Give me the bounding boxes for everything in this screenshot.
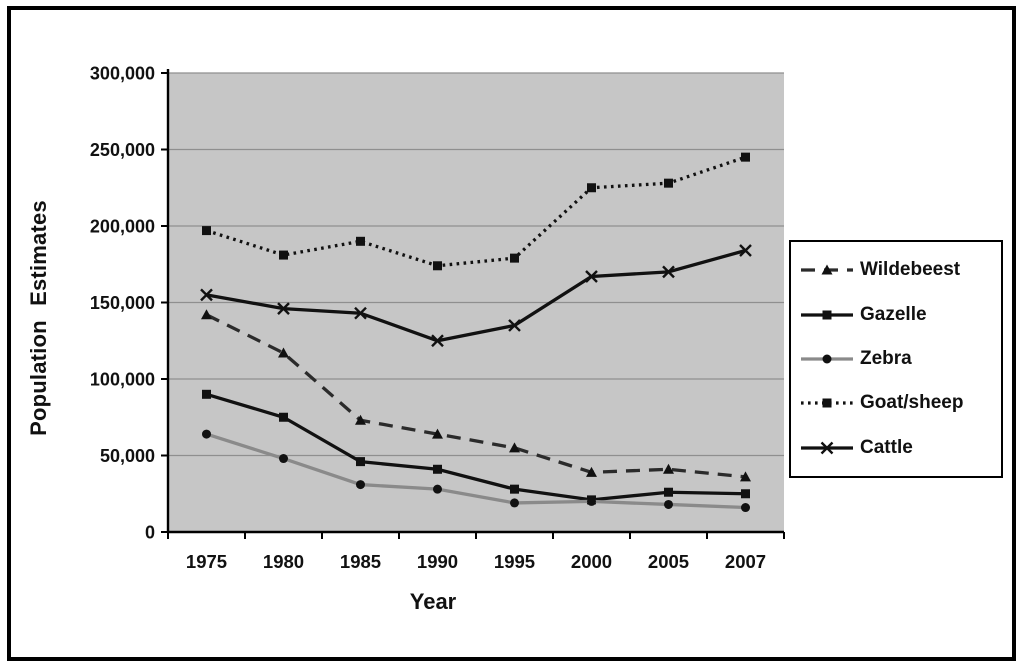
data-point-cattle xyxy=(508,319,521,332)
wildebeest-legend-marker xyxy=(801,264,853,275)
x-tick-label: 1995 xyxy=(494,551,535,572)
data-point-gazelle xyxy=(664,487,673,497)
data-point-goat-sheep xyxy=(741,152,750,162)
data-point-cattle xyxy=(739,244,752,257)
x-tick-label: 2000 xyxy=(571,551,612,572)
chart-legend: Wildebeest Gazelle Zebra Goat/sheep Cattle xyxy=(789,240,1003,478)
cattle-legend-marker xyxy=(801,441,853,455)
x-tick-label: 1975 xyxy=(186,551,227,572)
y-tick-label: 200,000 xyxy=(90,216,155,236)
data-point-wildebeest xyxy=(278,347,289,358)
x-tick-label: 2005 xyxy=(648,551,689,572)
legend-item-zebra: Zebra xyxy=(799,348,993,370)
data-point-gazelle xyxy=(356,457,365,467)
legend-label: Wildebeest xyxy=(860,259,961,281)
y-tick-label: 0 xyxy=(145,522,155,542)
y-tick-label: 50,000 xyxy=(100,446,155,466)
data-point-goat-sheep xyxy=(356,236,365,246)
goat-sheep-legend-marker xyxy=(801,398,853,408)
data-point-gazelle xyxy=(510,484,519,494)
data-point-wildebeest xyxy=(740,471,751,482)
data-point-cattle xyxy=(431,334,444,348)
data-point-wildebeest xyxy=(509,442,520,453)
data-point-cattle xyxy=(277,302,290,315)
x-tick-label: 1990 xyxy=(417,551,458,572)
data-point-cattle xyxy=(200,288,213,302)
x-tick-label: 2007 xyxy=(725,551,766,572)
zebra-legend-marker xyxy=(801,354,853,364)
legend-item-goat-sheep: Goat/sheep xyxy=(799,392,993,414)
data-point-goat-sheep xyxy=(587,183,596,193)
data-point-zebra xyxy=(279,454,288,464)
data-point-gazelle xyxy=(741,489,750,499)
data-point-gazelle xyxy=(433,464,442,474)
series-line-cattle xyxy=(206,248,746,343)
series-line-gazelle xyxy=(206,392,746,502)
legend-item-wildebeest: Wildebeest xyxy=(799,259,993,281)
y-tick-label: 250,000 xyxy=(90,140,155,160)
data-point-gazelle xyxy=(202,389,211,399)
data-point-cattle xyxy=(585,270,598,283)
legend-label: Goat/sheep xyxy=(860,392,964,414)
legend-label: Gazelle xyxy=(860,303,927,325)
data-point-cattle xyxy=(662,265,675,279)
x-axis-title: Year xyxy=(409,589,457,614)
data-point-zebra xyxy=(664,499,673,509)
data-point-zebra xyxy=(510,498,519,508)
y-tick-label: 100,000 xyxy=(90,369,155,389)
data-point-wildebeest xyxy=(663,463,674,474)
data-point-zebra xyxy=(202,429,211,439)
data-point-goat-sheep xyxy=(202,226,211,236)
legend-label: Zebra xyxy=(860,347,912,369)
series-line-wildebeest xyxy=(205,313,746,479)
legend-item-gazelle: Gazelle xyxy=(799,304,993,326)
data-point-zebra xyxy=(356,480,365,490)
data-point-goat-sheep xyxy=(279,250,288,260)
legend-item-cattle: Cattle xyxy=(799,437,993,459)
data-point-wildebeest xyxy=(201,309,212,320)
series-line-zebra xyxy=(206,432,746,510)
data-point-goat-sheep xyxy=(664,178,673,188)
data-point-wildebeest xyxy=(586,466,597,477)
data-point-cattle xyxy=(354,306,367,320)
y-tick-label: 300,000 xyxy=(90,63,155,83)
y-axis-title: Population Estimates xyxy=(26,200,51,436)
y-tick-label: 150,000 xyxy=(90,293,155,313)
data-point-goat-sheep xyxy=(433,261,442,271)
legend-label: Cattle xyxy=(860,436,913,458)
gazelle-legend-marker xyxy=(801,310,853,320)
data-point-wildebeest xyxy=(355,414,366,425)
x-tick-label: 1980 xyxy=(263,551,304,572)
data-point-zebra xyxy=(587,496,596,506)
data-point-goat-sheep xyxy=(510,253,519,263)
data-point-wildebeest xyxy=(432,428,443,439)
data-point-zebra xyxy=(433,484,442,494)
data-point-zebra xyxy=(741,503,750,513)
data-point-gazelle xyxy=(279,412,288,422)
x-tick-label: 1985 xyxy=(340,551,381,572)
